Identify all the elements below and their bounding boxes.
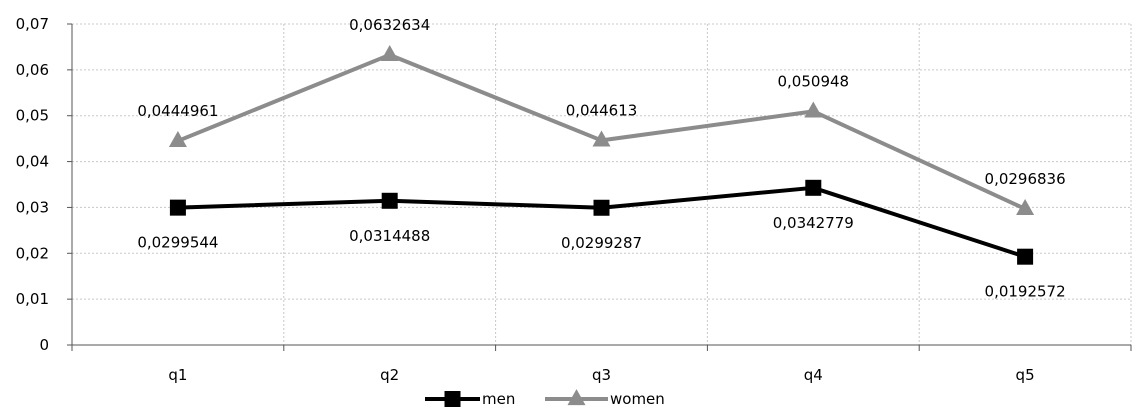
point-men — [1017, 248, 1034, 265]
y-tick-label: 0,03 — [16, 198, 49, 216]
point-men — [381, 192, 398, 209]
legend-label-women: women — [610, 390, 665, 408]
x-tick-label: q1 — [168, 366, 187, 384]
y-tick-label: 0,02 — [16, 244, 49, 262]
y-tick-label: 0,05 — [16, 107, 49, 125]
point-women — [168, 131, 187, 148]
legend-marker-men — [444, 391, 461, 407]
data-label-women: 0,044613 — [566, 101, 638, 119]
point-women — [380, 44, 399, 61]
data-labels: 0,0299544 0,0314488 0,0299287 0,0342779 0,01… — [137, 16, 1065, 301]
y-tick-label: 0,04 — [16, 153, 49, 171]
data-label-men: 0,0314488 — [349, 227, 430, 245]
point-women — [1016, 198, 1035, 215]
data-label-women: 0,0632634 — [349, 16, 430, 34]
y-tick-label: 0,07 — [16, 15, 49, 33]
y-tick-label: 0 — [39, 336, 49, 354]
data-label-women: 0,0444961 — [137, 102, 218, 120]
point-women — [592, 130, 611, 147]
series — [168, 44, 1035, 265]
x-tick-label: q4 — [804, 366, 823, 384]
gridlines — [72, 23, 1132, 345]
legend-marker-women — [567, 389, 586, 406]
data-label-women: 0,050948 — [778, 72, 850, 90]
data-label-men: 0,0342779 — [773, 214, 854, 232]
x-tick-label: q5 — [1016, 366, 1035, 384]
legend-label-men: men — [482, 390, 515, 408]
point-men — [169, 199, 186, 216]
data-label-men: 0,0192572 — [985, 283, 1066, 301]
data-label-women: 0,0296836 — [985, 170, 1066, 188]
x-tick-label: q2 — [380, 366, 399, 384]
x-tick-label: q3 — [592, 366, 611, 384]
data-label-men: 0,0299287 — [561, 234, 642, 252]
legend: men women — [425, 389, 665, 408]
y-tick-label: 0,06 — [16, 61, 49, 79]
y-tick-label: 0,01 — [16, 290, 49, 308]
point-men — [593, 199, 610, 216]
data-label-men: 0,0299544 — [137, 234, 218, 252]
point-men — [805, 179, 822, 196]
axes: 0 0,01 0,02 0,03 0,04 0,05 0,06 0,07 q1 q2 q3 q4 q5 — [16, 15, 1132, 384]
point-women — [804, 101, 823, 118]
